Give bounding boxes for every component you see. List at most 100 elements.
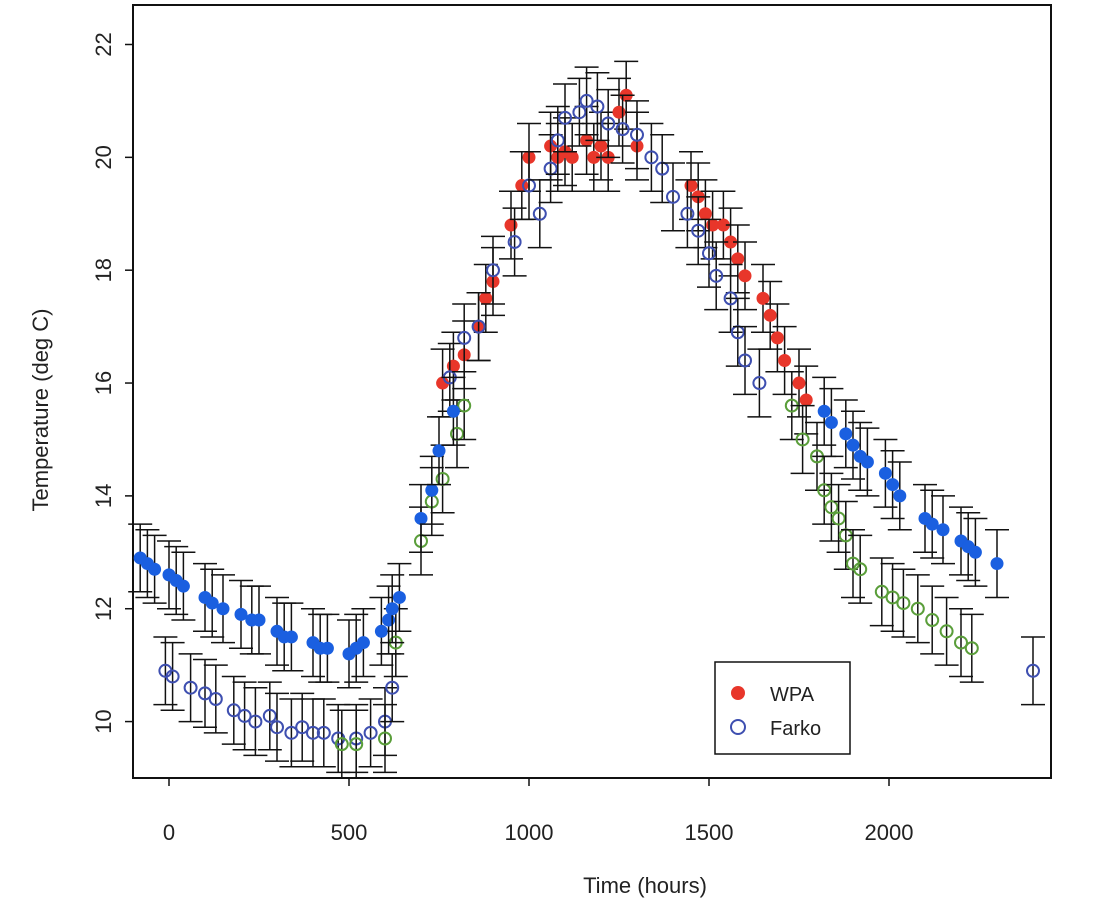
data-point xyxy=(436,376,450,390)
data-point xyxy=(198,686,212,701)
data-point xyxy=(990,557,1004,571)
data-point xyxy=(334,737,349,752)
data-point xyxy=(896,596,911,611)
x-axis-title: Time (hours) xyxy=(583,873,707,898)
data-point xyxy=(183,680,198,695)
data-point xyxy=(860,455,874,469)
data-point xyxy=(738,269,752,283)
data-point xyxy=(306,725,320,740)
y-tick-label: 18 xyxy=(91,258,116,282)
data-point xyxy=(756,291,770,305)
data-point xyxy=(799,393,813,407)
data-point xyxy=(270,720,284,735)
data-point xyxy=(208,692,223,707)
data-point xyxy=(385,602,399,616)
x-tick-label: 1500 xyxy=(685,820,734,845)
data-point xyxy=(680,206,695,221)
series-farko xyxy=(153,66,1045,774)
data-point xyxy=(590,99,605,114)
data-point xyxy=(349,737,364,752)
data-point xyxy=(763,308,777,322)
data-point xyxy=(846,438,860,452)
data-point xyxy=(817,404,831,418)
data-point xyxy=(446,404,460,418)
data-point xyxy=(885,590,900,605)
x-tick-label: 1000 xyxy=(505,820,554,845)
data-point xyxy=(778,353,792,367)
y-tick-label: 16 xyxy=(91,371,116,395)
data-point xyxy=(316,725,331,740)
data-point xyxy=(165,669,180,684)
legend-marker-farko xyxy=(730,719,746,735)
data-point xyxy=(716,218,730,232)
data-point xyxy=(612,105,626,119)
data-point xyxy=(615,122,630,137)
data-point xyxy=(731,252,745,266)
data-point xyxy=(644,150,659,165)
y-tick-label: 10 xyxy=(91,709,116,733)
data-point xyxy=(205,596,219,610)
data-point xyxy=(262,708,277,723)
data-point xyxy=(234,607,248,621)
data-point xyxy=(507,234,522,249)
data-point xyxy=(601,116,616,131)
data-point xyxy=(432,444,446,458)
data-point xyxy=(457,330,472,345)
data-point xyxy=(237,708,252,723)
data-point xyxy=(216,602,230,616)
plot-frame xyxy=(132,4,1052,779)
data-point xyxy=(831,511,846,526)
data-point xyxy=(691,223,706,238)
data-point xyxy=(320,641,334,655)
data-point xyxy=(630,127,644,142)
data-point xyxy=(886,478,900,492)
data-point xyxy=(939,624,954,639)
data-point xyxy=(709,268,724,283)
y-tick-label: 22 xyxy=(91,32,116,56)
data-point xyxy=(587,150,601,164)
data-point xyxy=(795,432,810,447)
data-point xyxy=(839,427,853,441)
x-axis: 0 500 1000 1500 2000 xyxy=(163,778,913,845)
y-axis-title: Temperature (deg C) xyxy=(28,309,53,512)
data-point xyxy=(824,416,838,430)
data-point xyxy=(968,545,982,559)
data-point xyxy=(738,353,752,368)
data-point xyxy=(698,207,712,221)
legend-marker-wpa xyxy=(731,686,745,700)
data-point xyxy=(457,398,472,413)
y-tick-label: 12 xyxy=(91,596,116,620)
data-point xyxy=(702,246,716,261)
data-point xyxy=(770,331,784,345)
data-point xyxy=(579,93,594,108)
legend: WPA Farko xyxy=(714,661,851,755)
data-point xyxy=(374,624,388,638)
data-point xyxy=(724,235,738,249)
data-point xyxy=(363,725,378,740)
data-point xyxy=(792,376,806,390)
data-point xyxy=(532,206,547,221)
plot-area xyxy=(128,60,1045,779)
data-point xyxy=(752,376,767,391)
data-point xyxy=(356,636,370,650)
data-point xyxy=(925,613,940,628)
series-green xyxy=(329,371,984,779)
data-point xyxy=(425,483,439,497)
x-tick-label: 500 xyxy=(331,820,368,845)
y-axis: 10 12 14 16 18 20 22 xyxy=(91,32,133,734)
data-point xyxy=(382,613,396,627)
data-point xyxy=(226,703,241,718)
data-point xyxy=(878,466,892,480)
data-point xyxy=(817,483,832,498)
data-point xyxy=(414,511,428,525)
data-point xyxy=(392,590,406,604)
data-point xyxy=(572,105,587,120)
data-point xyxy=(853,562,868,577)
data-point xyxy=(486,263,500,278)
data-point xyxy=(284,725,299,740)
data-point xyxy=(874,584,889,599)
data-point xyxy=(248,714,263,729)
data-point xyxy=(893,489,907,503)
legend-box xyxy=(714,661,851,755)
